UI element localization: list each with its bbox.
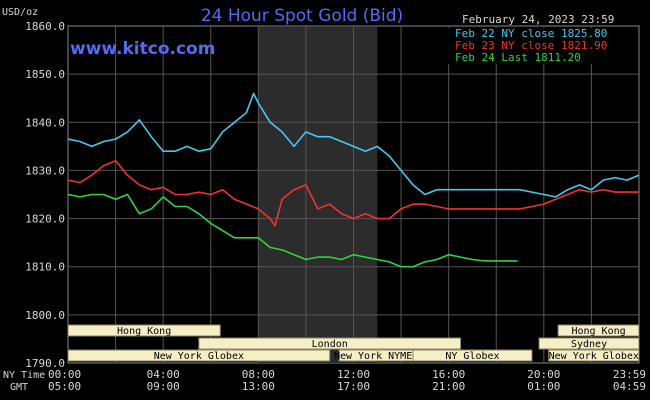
session-bar-fill (548, 349, 640, 362)
session-bar: NY Globex (412, 349, 533, 362)
series-line-0 (67, 92, 640, 198)
series-line-2 (67, 193, 518, 268)
ny-time-tick: 04:00 (147, 368, 180, 381)
ny-time-tick: 16:00 (432, 368, 465, 381)
ny-time-tick: 20:00 (527, 368, 560, 381)
y-tick-label: 1800.0 (25, 309, 65, 322)
session-label: Hong Kong (571, 326, 625, 337)
legend-box (447, 28, 638, 64)
website-label: www.kitco.com (70, 39, 215, 59)
legend-entry-feb23: Feb 23 NY close 1821.90 (455, 39, 607, 52)
gmt-tick: 09:00 (147, 380, 180, 393)
timestamp: February 24, 2023 23:59 (462, 13, 614, 26)
y-axis-tick-labels: 1790.0 1800.0 1810.0 1820.0 1830.0 1840.0 1850… (25, 20, 65, 370)
session-bar-fill (67, 349, 331, 362)
session-label: Sydney (571, 339, 607, 350)
session-label: Hong Kong (117, 326, 171, 337)
session-bar: New York NYMEX (334, 349, 418, 362)
session-bar: London (198, 337, 462, 350)
session-bar: Sydney (538, 337, 640, 350)
legend: Feb 22 NY close 1825.80 Feb 23 NY close … (447, 27, 638, 64)
gridlines (68, 26, 639, 363)
session-bar-fill (538, 337, 640, 350)
session-label: NY Globex (445, 351, 499, 362)
y-tick-label: 1830.0 (25, 164, 65, 177)
gmt-tick: 13:00 (242, 380, 275, 393)
gmt-tick: 05:00 (48, 380, 81, 393)
session-bar: New York Globex (67, 349, 331, 362)
ny-time-tick: 08:00 (242, 368, 275, 381)
gmt-tick: 17:00 (337, 380, 370, 393)
session-label: New York Globex (154, 351, 244, 362)
session-bar-fill (67, 324, 221, 337)
session-label: New York Globex (549, 351, 639, 362)
y-tick-label: 1860.0 (25, 20, 65, 33)
y-tick-label: 1850.0 (25, 68, 65, 81)
session-bar-fill (412, 349, 533, 362)
price-series (67, 92, 640, 268)
y-tick-label: 1790.0 (25, 357, 65, 370)
units-label: USD/oz (2, 7, 38, 18)
shaded-time-band (258, 27, 378, 363)
series-line-1 (67, 160, 639, 227)
gmt-tick: 21:00 (432, 380, 465, 393)
session-bar: New York Globex (548, 349, 640, 362)
gmt-tick: 01:00 (527, 380, 560, 393)
session-label: London (312, 339, 348, 350)
session-label: New York NYMEX (334, 351, 418, 362)
session-bar: Hong Kong (67, 324, 221, 337)
y-tick-label: 1820.0 (25, 213, 65, 226)
ny-time-tick: 00:00 (48, 368, 81, 381)
legend-entry-feb24: Feb 24 Last 1811.20 (455, 51, 581, 64)
session-bar-fill (557, 324, 640, 337)
chart-title: 24 Hour Spot Gold (Bid) (201, 6, 403, 26)
ny-time-tick: 23:59 (613, 368, 646, 381)
gmt-row-label: GMT (10, 382, 28, 393)
session-bar-fill (198, 337, 462, 350)
gmt-tick: 04:59 (613, 380, 646, 393)
ny-time-row-label: NY Time (3, 370, 45, 381)
y-tick-label: 1840.0 (25, 116, 65, 129)
session-bar: Hong Kong (557, 324, 640, 337)
ny-time-tick: 12:00 (337, 368, 370, 381)
y-tick-label: 1810.0 (25, 261, 65, 274)
legend-entry-feb22: Feb 22 NY close 1825.80 (455, 27, 607, 40)
